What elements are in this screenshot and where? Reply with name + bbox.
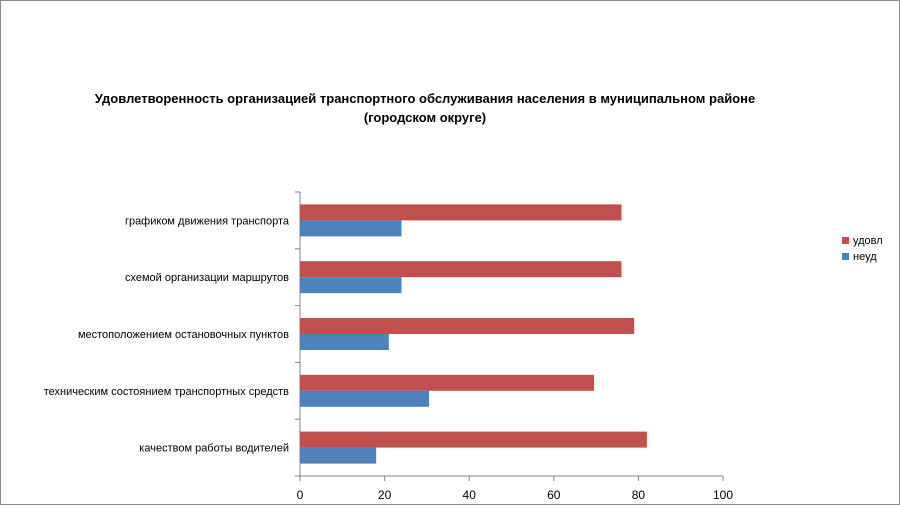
bar-udovl <box>300 204 622 221</box>
y-category-label: местоположением остановочных пунктов <box>78 329 289 341</box>
x-tick-label: 100 <box>713 488 733 502</box>
legend-label: неуд <box>853 251 877 263</box>
chart-title-line-1: Удовлетворенность организацией транспорт… <box>94 91 756 106</box>
bar-neud <box>300 334 389 350</box>
x-tick-label: 40 <box>463 488 477 502</box>
bar-neud <box>300 390 430 407</box>
chart-title-line-2: (городском округе) <box>363 110 487 125</box>
bar-neud <box>300 447 377 464</box>
bar-udovl <box>300 261 622 278</box>
x-tick-label: 0 <box>297 488 304 502</box>
legend-swatch <box>842 253 849 260</box>
bar-neud <box>300 277 402 294</box>
x-tick-label: 80 <box>632 488 646 502</box>
bar-udovl <box>300 431 647 448</box>
bar-udovl <box>300 374 594 391</box>
chart-title: Удовлетворенность организацией транспорт… <box>60 89 790 127</box>
bar-udovl <box>300 318 635 334</box>
x-tick-label: 60 <box>547 488 561 502</box>
y-category-label: качеством работы водителей <box>139 443 289 455</box>
y-category-label: схемой организации маршрутов <box>125 272 289 284</box>
x-tick-label: 20 <box>378 488 392 502</box>
y-category-label: графиком движения транспорта <box>125 215 290 227</box>
y-category-label: техническим состоянием транспортных сред… <box>44 386 289 398</box>
legend-label: удовл <box>853 235 883 247</box>
legend-swatch <box>842 237 849 244</box>
bar-neud <box>300 220 402 237</box>
